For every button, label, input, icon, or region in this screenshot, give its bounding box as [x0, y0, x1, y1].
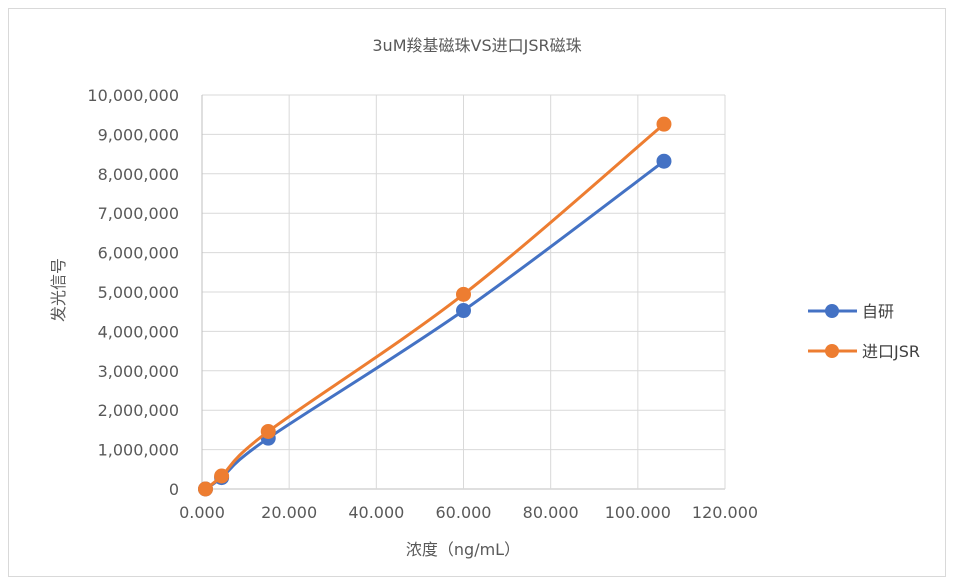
y-tick-label: 0	[169, 480, 179, 499]
y-tick-label: 10,000,000	[87, 86, 179, 105]
x-tick-label: 100.000	[605, 503, 671, 522]
y-tick-label: 3,000,000	[98, 362, 179, 381]
x-tick-label: 0.000	[179, 503, 225, 522]
y-tick-label: 4,000,000	[98, 322, 179, 341]
y-tick-label: 2,000,000	[98, 401, 179, 420]
legend-marker	[825, 344, 839, 358]
x-tick-label: 120.000	[692, 503, 758, 522]
y-tick-label: 9,000,000	[98, 125, 179, 144]
data-point	[214, 468, 230, 484]
x-tick-label: 40.000	[348, 503, 404, 522]
legend-label: 进口JSR	[862, 342, 920, 361]
y-tick-label: 5,000,000	[98, 283, 179, 302]
y-tick-label: 1,000,000	[98, 441, 179, 460]
legend-label: 自研	[862, 302, 894, 321]
x-tick-label: 60.000	[436, 503, 492, 522]
legend-item: 自研	[808, 302, 894, 321]
data-point	[656, 153, 672, 169]
x-axis-title: 浓度（ng/mL）	[406, 540, 520, 559]
legend-marker	[825, 304, 839, 318]
y-tick-label: 7,000,000	[98, 204, 179, 223]
data-point	[260, 423, 276, 439]
legend-item: 进口JSR	[808, 342, 920, 361]
series-1	[197, 153, 672, 497]
y-tick-label: 6,000,000	[98, 244, 179, 263]
data-point	[656, 116, 672, 132]
data-point	[197, 481, 213, 497]
x-tick-label: 80.000	[523, 503, 579, 522]
data-point	[456, 286, 471, 302]
y-tick-label: 8,000,000	[98, 165, 179, 184]
chart-title: 3uM羧基磁珠VS进口JSR磁珠	[372, 36, 581, 55]
series-2	[197, 116, 672, 497]
x-tick-label: 20.000	[261, 503, 317, 522]
data-point	[456, 303, 471, 319]
y-axis-title: 发光信号	[49, 258, 68, 322]
